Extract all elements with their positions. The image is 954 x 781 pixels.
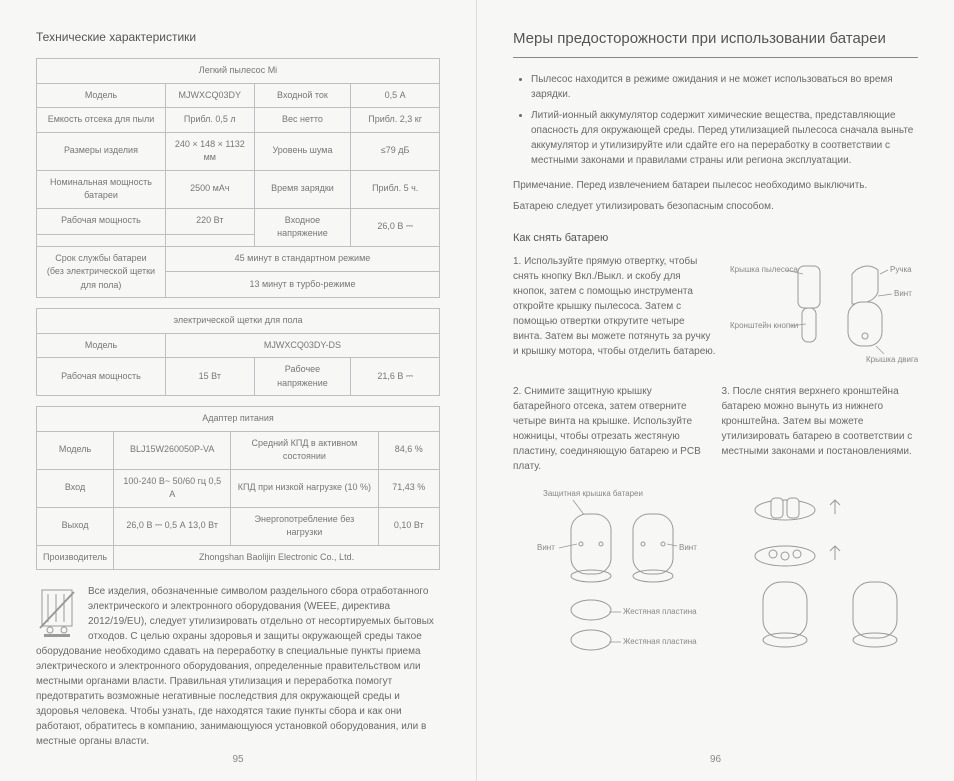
cell: 13 минут в турбо-режиме [165,272,439,298]
cell-empty [37,234,166,246]
cell: 84,6 % [378,431,439,469]
cell: Энергопотребление без нагрузки [231,507,378,545]
cell: 26,0 В ⎓ 0,5 А 13,0 Вт [114,507,231,545]
table-vacuum: Легкий пылесос Mi Модель MJWXCQ03DY Вход… [36,58,440,298]
cell: КПД при низкой нагрузке (10 %) [231,469,378,507]
cell: Рабочая мощность [37,208,166,234]
step3-diagram [725,484,925,664]
cell: BLJ15W260050P-VA [114,431,231,469]
bullet-1: Пылесос находится в режиме ожидания и не… [531,72,918,102]
safe-text: Батарею следует утилизировать безопасным… [513,199,918,214]
cell: Срок службы батареи (без электрической щ… [37,246,166,298]
label-bat-cover: Защитная крышка батареи [543,489,643,498]
label-screw-l: Винт [537,543,555,552]
page-left: Технические характеристики Легкий пылесо… [0,0,477,781]
label-bracket: Кронштейн кнопки [730,321,798,330]
table2-caption: электрической щетки для пола [37,309,440,334]
specs-title: Технические характеристики [36,28,440,46]
weee-icon [36,586,78,638]
label-cover: Крышка пылесоса [730,265,798,274]
cell: 100-240 В~ 50/60 гц 0,5 А [114,469,231,507]
step2-text: 2. Снимите защитную крышку батарейного о… [513,384,710,474]
cell: MJWXCQ03DY [165,83,254,108]
cell: 0,10 Вт [378,507,439,545]
step3-text: 3. После снятия верхнего кронштейна бата… [722,384,919,474]
label-screw: Винт [894,289,912,298]
cell: Выход [37,507,114,545]
label-motor-cover: Крышка двигателя [866,355,918,364]
cell: Прибл. 5 ч. [351,170,440,208]
safety-title: Меры предосторожности при использовании … [513,28,918,51]
table-brush: электрической щетки для пола Модель MJWX… [36,308,440,396]
step23-text-row: 2. Снимите защитную крышку батарейного о… [513,384,918,474]
cell: 45 минут в стандартном режиме [165,246,439,272]
cell: Время зарядки [254,170,351,208]
page-right: Меры предосторожности при использовании … [477,0,954,781]
cell: ≤79 дБ [351,132,440,170]
cell: 220 Вт [165,208,254,234]
label-handle: Ручка [890,265,912,274]
title-rule [513,57,918,58]
label-screw-r: Винт [679,543,697,552]
cell: Номинальная мощность батареи [37,170,166,208]
cell: Средний КПД в активном состоянии [231,431,378,469]
cell-empty [165,234,254,246]
step23-diagram-row: Защитная крышка батареи Винт Винт Жестян… [513,484,918,664]
table1-caption: Легкий пылесос Mi [37,59,440,84]
table3-caption: Адаптер питания [37,407,440,432]
cell: Модель [37,83,166,108]
step2-diagram: Защитная крышка батареи Винт Винт Жестян… [513,484,713,664]
cell: Рабочая мощность [37,358,166,396]
cell: Вход [37,469,114,507]
cell: Вес нетто [254,108,351,133]
safety-bullets: Пылесос находится в режиме ожидания и не… [513,72,918,168]
cell: Модель [37,333,166,358]
cell: Zhongshan Baolijin Electronic Co., Ltd. [114,545,440,570]
note-text: Примечание. Перед извлечением батареи пы… [513,178,918,193]
cell: Прибл. 2,3 кг [351,108,440,133]
cell: 0,5 А [351,83,440,108]
cell: 15 Вт [165,358,254,396]
cell: Емкость отсека для пыли [37,108,166,133]
cell: 26,0 В ⎓ [351,208,440,246]
cell: Входное напряжение [254,208,351,246]
cell: Рабочее напряжение [254,358,351,396]
howto-subtitle: Как снять батарею [513,230,918,247]
cell: Уровень шума [254,132,351,170]
cell: 71,43 % [378,469,439,507]
cell: Входной ток [254,83,351,108]
cell: Производитель [37,545,114,570]
cell: 240 × 148 × 1132 мм [165,132,254,170]
step1-text: 1. Используйте прямую отвертку, чтобы сн… [513,254,716,374]
weee-text: Все изделия, обозначенные символом разде… [36,584,440,749]
cell: Размеры изделия [37,132,166,170]
label-tin-2: Жестяная пластина [623,637,697,646]
cell: Прибл. 0,5 л [165,108,254,133]
cell: 21,6 В ⎓ [351,358,440,396]
step1-diagram: Крышка пылесоса Кронштейн кнопки Ручка В… [728,254,918,374]
cell: 2500 мАч [165,170,254,208]
page-number-right: 96 [477,752,954,767]
table-adapter: Адаптер питания Модель BLJ15W260050P-VA … [36,406,440,570]
step1-row: 1. Используйте прямую отвертку, чтобы сн… [513,254,918,374]
bullet-2: Литий-ионный аккумулятор содержит химиче… [531,108,918,168]
cell: MJWXCQ03DY-DS [165,333,439,358]
cell: Модель [37,431,114,469]
label-tin-1: Жестяная пластина [623,607,697,616]
page-number-left: 95 [0,752,476,767]
